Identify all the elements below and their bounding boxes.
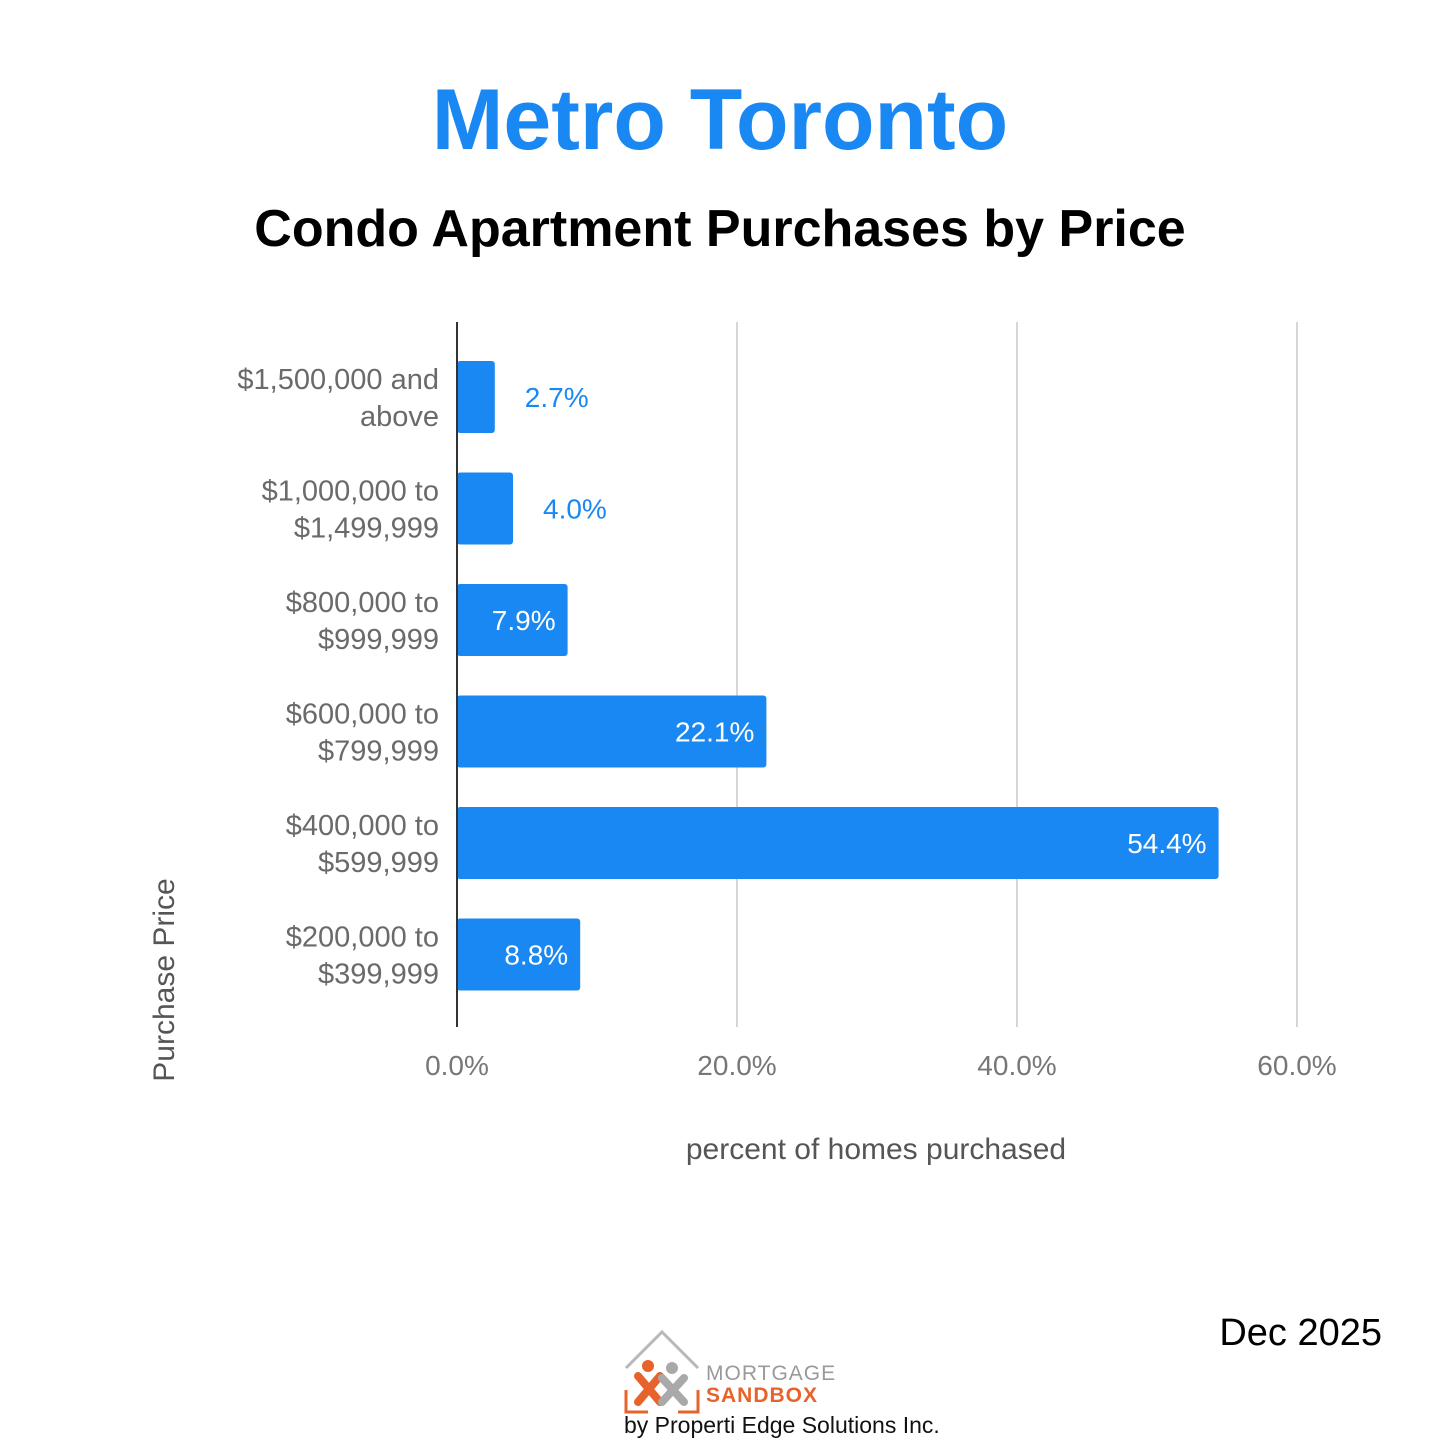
y-category-label: $1,499,999 xyxy=(294,513,439,545)
x-tick-label: 40.0% xyxy=(977,1050,1056,1081)
y-category-label: $599,999 xyxy=(318,847,439,879)
y-category-label: $399,999 xyxy=(318,959,439,991)
bar-value-label: 2.7% xyxy=(525,382,589,413)
x-tick-label: 0.0% xyxy=(425,1050,489,1081)
y-category-label: $799,999 xyxy=(318,736,439,768)
y-axis-title: Purchase Price xyxy=(148,878,181,1081)
chart-subtitle: Condo Apartment Purchases by Price xyxy=(254,200,1186,258)
bar-value-label: 7.9% xyxy=(492,605,556,636)
y-category-label: $800,000 to xyxy=(286,587,439,619)
x-tick-label: 60.0% xyxy=(1257,1050,1336,1081)
house-logo-icon xyxy=(624,1329,700,1414)
y-category-label: $200,000 to xyxy=(286,922,439,954)
bar xyxy=(457,695,767,768)
mortgage-sandbox-logo: MORTGAGE SANDBOX by Properti Edge Soluti… xyxy=(620,1328,940,1438)
logo-text-mortgage: MORTGAGE xyxy=(706,1362,837,1385)
y-category-label: $400,000 to xyxy=(286,810,439,842)
x-axis-title: percent of homes purchased xyxy=(686,1133,1066,1166)
logo-text-sandbox: SANDBOX xyxy=(706,1384,819,1407)
chart-title: Metro Toronto xyxy=(431,72,1009,168)
bar-value-label: 22.1% xyxy=(675,717,754,748)
bar-value-label: 54.4% xyxy=(1127,828,1206,859)
bar xyxy=(457,584,568,656)
bar-value-label: 8.8% xyxy=(504,940,568,971)
bar-value-label: 4.0% xyxy=(543,494,607,525)
bar xyxy=(457,918,581,991)
bar xyxy=(457,472,513,545)
y-category-label: $1,000,000 to xyxy=(262,476,439,508)
y-category-label: $999,999 xyxy=(318,624,439,656)
report-date: Dec 2025 xyxy=(1219,1312,1382,1354)
bar-chart: 0.0% 20.0% 40.0% 60.0% 2.7% $1,500,000 and abo… xyxy=(148,322,1337,1166)
y-category-label: $1,500,000 and xyxy=(237,364,439,396)
y-category-label: $600,000 to xyxy=(286,699,439,731)
y-category-label: above xyxy=(360,401,439,433)
bar xyxy=(457,807,1219,879)
bar xyxy=(457,361,495,433)
logo-byline: by Properti Edge Solutions Inc. xyxy=(624,1412,940,1438)
x-tick-label: 20.0% xyxy=(697,1050,776,1081)
